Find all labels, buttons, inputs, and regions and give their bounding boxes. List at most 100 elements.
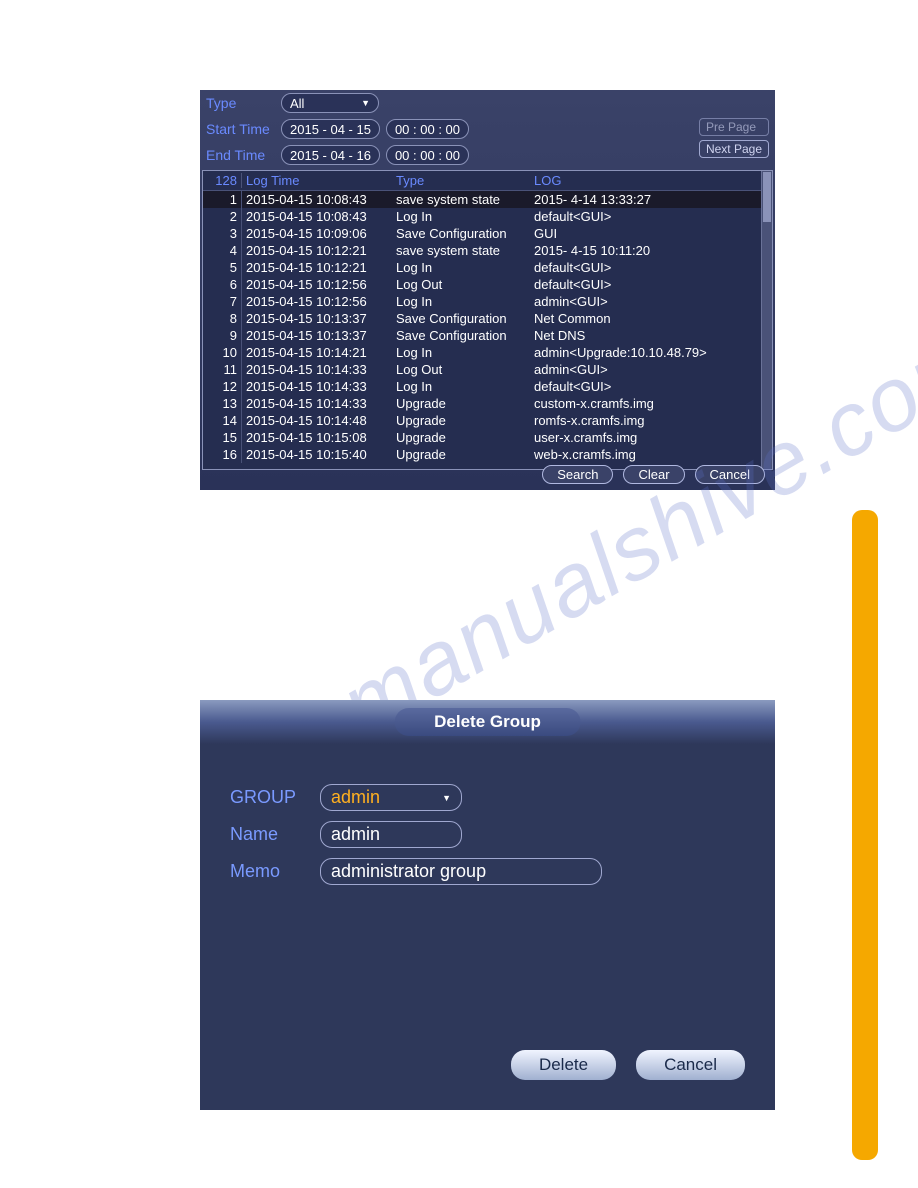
group-label: GROUP [230,787,320,808]
log-table-header: 128 Log Time Type LOG [203,171,772,191]
table-row[interactable]: 122015-04-15 10:14:33Log Indefault<GUI> [203,378,772,395]
cancel-button[interactable]: Cancel [636,1050,745,1080]
memo-row: Memo administrator group [230,858,745,885]
row-num: 3 [203,225,242,242]
row-type: Log In [396,344,534,361]
row-log: GUI [534,225,772,242]
row-log: web-x.cramfs.img [534,446,772,463]
row-type: Save Configuration [396,310,534,327]
yellow-sidebar [852,510,878,1160]
row-time: 2015-04-15 10:14:21 [242,344,396,361]
scrollbar[interactable] [761,171,772,469]
start-date-input[interactable]: 2015 - 04 - 15 [281,119,380,139]
next-page-button[interactable]: Next Page [699,140,769,158]
search-button[interactable]: Search [542,465,613,484]
row-time: 2015-04-15 10:14:33 [242,378,396,395]
log-actions: Search Clear Cancel [542,465,765,484]
clear-button[interactable]: Clear [623,465,684,484]
log-table-body: 12015-04-15 10:08:43save system state201… [203,191,772,463]
table-row[interactable]: 42015-04-15 10:12:21save system state201… [203,242,772,259]
type-dropdown[interactable]: All ▼ [281,93,379,113]
row-time: 2015-04-15 10:12:21 [242,242,396,259]
row-num: 14 [203,412,242,429]
log-table: 128 Log Time Type LOG 12015-04-15 10:08:… [202,170,773,470]
table-row[interactable]: 142015-04-15 10:14:48Upgraderomfs-x.cram… [203,412,772,429]
row-log: custom-x.cramfs.img [534,395,772,412]
table-row[interactable]: 82015-04-15 10:13:37Save ConfigurationNe… [203,310,772,327]
row-time: 2015-04-15 10:09:06 [242,225,396,242]
filter-type-row: Type All ▼ [200,90,775,116]
group-dropdown[interactable]: admin ▼ [320,784,462,811]
log-panel: Type All ▼ Start Time 2015 - 04 - 15 00 … [200,90,775,490]
row-time: 2015-04-15 10:14:48 [242,412,396,429]
name-value: admin [331,824,380,845]
row-log: admin<GUI> [534,293,772,310]
table-row[interactable]: 132015-04-15 10:14:33Upgradecustom-x.cra… [203,395,772,412]
row-time: 2015-04-15 10:08:43 [242,191,396,208]
row-log: default<GUI> [534,378,772,395]
scrollbar-thumb[interactable] [763,172,771,222]
table-row[interactable]: 102015-04-15 10:14:21Log Inadmin<Upgrade… [203,344,772,361]
row-type: Upgrade [396,446,534,463]
type-value: All [290,96,304,111]
delete-group-dialog: Delete Group GROUP admin ▼ Name admin Me… [200,700,775,1110]
row-type: save system state [396,242,534,259]
dialog-header: Delete Group [200,700,775,744]
dialog-body: GROUP admin ▼ Name admin Memo administra… [200,744,775,935]
row-num: 15 [203,429,242,446]
cancel-button[interactable]: Cancel [695,465,765,484]
memo-field[interactable]: administrator group [320,858,602,885]
count-header: 128 [203,173,242,188]
row-time: 2015-04-15 10:15:40 [242,446,396,463]
dialog-footer: Delete Cancel [511,1050,745,1080]
row-type: Log In [396,208,534,225]
row-num: 5 [203,259,242,276]
table-row[interactable]: 32015-04-15 10:09:06Save ConfigurationGU… [203,225,772,242]
table-row[interactable]: 92015-04-15 10:13:37Save ConfigurationNe… [203,327,772,344]
row-log: admin<Upgrade:10.10.48.79> [534,344,772,361]
row-log: 2015- 4-15 10:11:20 [534,242,772,259]
row-log: romfs-x.cramfs.img [534,412,772,429]
row-type: Log In [396,259,534,276]
table-row[interactable]: 62015-04-15 10:12:56Log Outdefault<GUI> [203,276,772,293]
row-time: 2015-04-15 10:08:43 [242,208,396,225]
log-header: LOG [534,173,772,188]
table-row[interactable]: 72015-04-15 10:12:56Log Inadmin<GUI> [203,293,772,310]
memo-value: administrator group [331,861,486,882]
row-time: 2015-04-15 10:13:37 [242,327,396,344]
table-row[interactable]: 22015-04-15 10:08:43Log Indefault<GUI> [203,208,772,225]
row-num: 2 [203,208,242,225]
row-time: 2015-04-15 10:12:56 [242,276,396,293]
pre-page-button[interactable]: Pre Page [699,118,769,136]
row-time: 2015-04-15 10:12:21 [242,259,396,276]
table-row[interactable]: 162015-04-15 10:15:40Upgradeweb-x.cramfs… [203,446,772,463]
row-num: 9 [203,327,242,344]
row-log: Net Common [534,310,772,327]
memo-label: Memo [230,861,320,882]
table-row[interactable]: 52015-04-15 10:12:21Log Indefault<GUI> [203,259,772,276]
chevron-down-icon: ▼ [442,793,451,803]
start-time-input[interactable]: 00 : 00 : 00 [386,119,469,139]
table-row[interactable]: 12015-04-15 10:08:43save system state201… [203,191,772,208]
row-log: default<GUI> [534,208,772,225]
dialog-title: Delete Group [394,708,581,736]
row-log: Net DNS [534,327,772,344]
name-field[interactable]: admin [320,821,462,848]
row-num: 1 [203,191,242,208]
end-date-input[interactable]: 2015 - 04 - 16 [281,145,380,165]
row-num: 11 [203,361,242,378]
end-label: End Time [206,147,281,163]
delete-button[interactable]: Delete [511,1050,616,1080]
table-row[interactable]: 112015-04-15 10:14:33Log Outadmin<GUI> [203,361,772,378]
row-type: Upgrade [396,412,534,429]
row-time: 2015-04-15 10:14:33 [242,395,396,412]
end-time-input[interactable]: 00 : 00 : 00 [386,145,469,165]
row-num: 10 [203,344,242,361]
row-log: 2015- 4-14 13:33:27 [534,191,772,208]
row-num: 4 [203,242,242,259]
row-type: Upgrade [396,395,534,412]
table-row[interactable]: 152015-04-15 10:15:08Upgradeuser-x.cramf… [203,429,772,446]
row-type: Upgrade [396,429,534,446]
row-type: Log In [396,293,534,310]
row-type: save system state [396,191,534,208]
